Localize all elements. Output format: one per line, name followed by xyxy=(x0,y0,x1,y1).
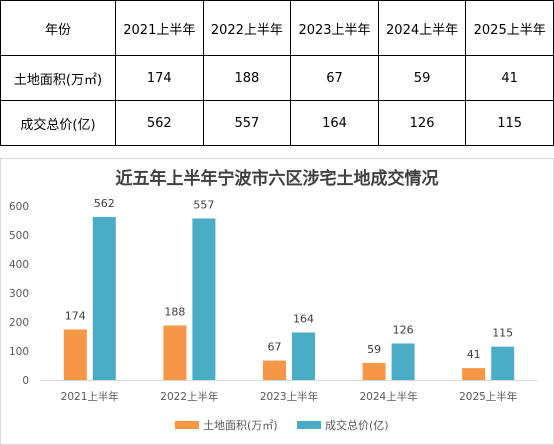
bar xyxy=(263,360,286,380)
bar xyxy=(192,218,216,380)
bar xyxy=(391,343,415,380)
y-tick-label: 300 xyxy=(9,288,29,300)
legend-swatch xyxy=(297,421,321,429)
legend-label: 土地面积(万㎡) xyxy=(203,419,278,432)
x-tick-label: 2021上半年 xyxy=(61,390,119,403)
table-cell: 188 xyxy=(202,55,292,101)
bar xyxy=(491,346,515,380)
bar xyxy=(462,368,486,380)
data-label: 557 xyxy=(193,198,214,211)
y-tick-label: 400 xyxy=(9,259,29,271)
table-cell: 67 xyxy=(290,55,379,101)
y-tick-label: 100 xyxy=(9,346,29,358)
header-cell: 2023上半年 xyxy=(290,0,379,56)
header-cell: 2022上半年 xyxy=(202,0,292,56)
bar-chart: 近五年上半年宁波市六区涉宅土地成交情况 0 100 200 300 400 500 600 17… xyxy=(0,158,554,445)
table-cell: 41 xyxy=(465,55,554,101)
table-row: 成交总价(亿) 562 557 164 126 115 xyxy=(0,100,554,146)
chart-border xyxy=(0,158,554,445)
x-tick-label: 2022上半年 xyxy=(160,390,218,403)
x-tick-label: 2024上半年 xyxy=(359,390,417,403)
header-cell: 年份 xyxy=(0,0,116,56)
header-cell: 2024上半年 xyxy=(377,0,467,56)
table-cell: 562 xyxy=(115,100,204,146)
data-label: 174 xyxy=(65,310,86,323)
legend-label: 成交总价(亿) xyxy=(325,418,389,432)
data-label: 126 xyxy=(393,323,414,336)
header-cell: 2025上半年 xyxy=(465,0,554,56)
table-header-row: 年份 2021上半年 2022上半年 2023上半年 2024上半年 2025上… xyxy=(0,0,554,56)
chart-title: 近五年上半年宁波市六区涉宅土地成交情况 xyxy=(116,168,439,189)
bar xyxy=(292,332,315,380)
bar xyxy=(92,217,116,380)
x-tick-label: 2023上半年 xyxy=(260,390,318,403)
chart-panel: 近五年上半年宁波市六区涉宅土地成交情况 0 100 200 300 400 500 600 17… xyxy=(0,158,554,445)
bar xyxy=(362,362,386,380)
bar xyxy=(63,329,87,380)
y-tick-label: 500 xyxy=(9,230,29,242)
data-table: 年份 2021上半年 2022上半年 2023上半年 2024上半年 2025上… xyxy=(0,0,554,146)
legend-swatch xyxy=(175,421,199,429)
header-cell: 2021上半年 xyxy=(115,0,204,56)
y-tick-label: 600 xyxy=(9,201,29,213)
data-label: 562 xyxy=(94,197,115,210)
y-tick-label: 200 xyxy=(9,317,29,329)
row-label: 土地面积(万㎡) xyxy=(0,55,116,101)
data-label: 164 xyxy=(293,312,314,325)
x-tick-label: 2025上半年 xyxy=(459,390,517,403)
data-label: 41 xyxy=(467,348,481,361)
bar xyxy=(163,325,187,380)
table-cell: 164 xyxy=(290,100,379,146)
table-cell: 126 xyxy=(377,100,467,146)
row-label: 成交总价(亿) xyxy=(0,100,116,146)
table-cell: 59 xyxy=(377,55,467,101)
data-label: 59 xyxy=(367,343,381,356)
data-label: 188 xyxy=(164,305,185,318)
table-cell: 557 xyxy=(202,100,292,146)
data-label: 115 xyxy=(492,327,513,340)
table-row: 土地面积(万㎡) 174 188 67 59 41 xyxy=(0,55,554,101)
data-label: 67 xyxy=(268,341,282,354)
y-tick-label: 0 xyxy=(22,375,29,387)
table-cell: 115 xyxy=(465,100,554,146)
table-cell: 174 xyxy=(115,55,204,101)
